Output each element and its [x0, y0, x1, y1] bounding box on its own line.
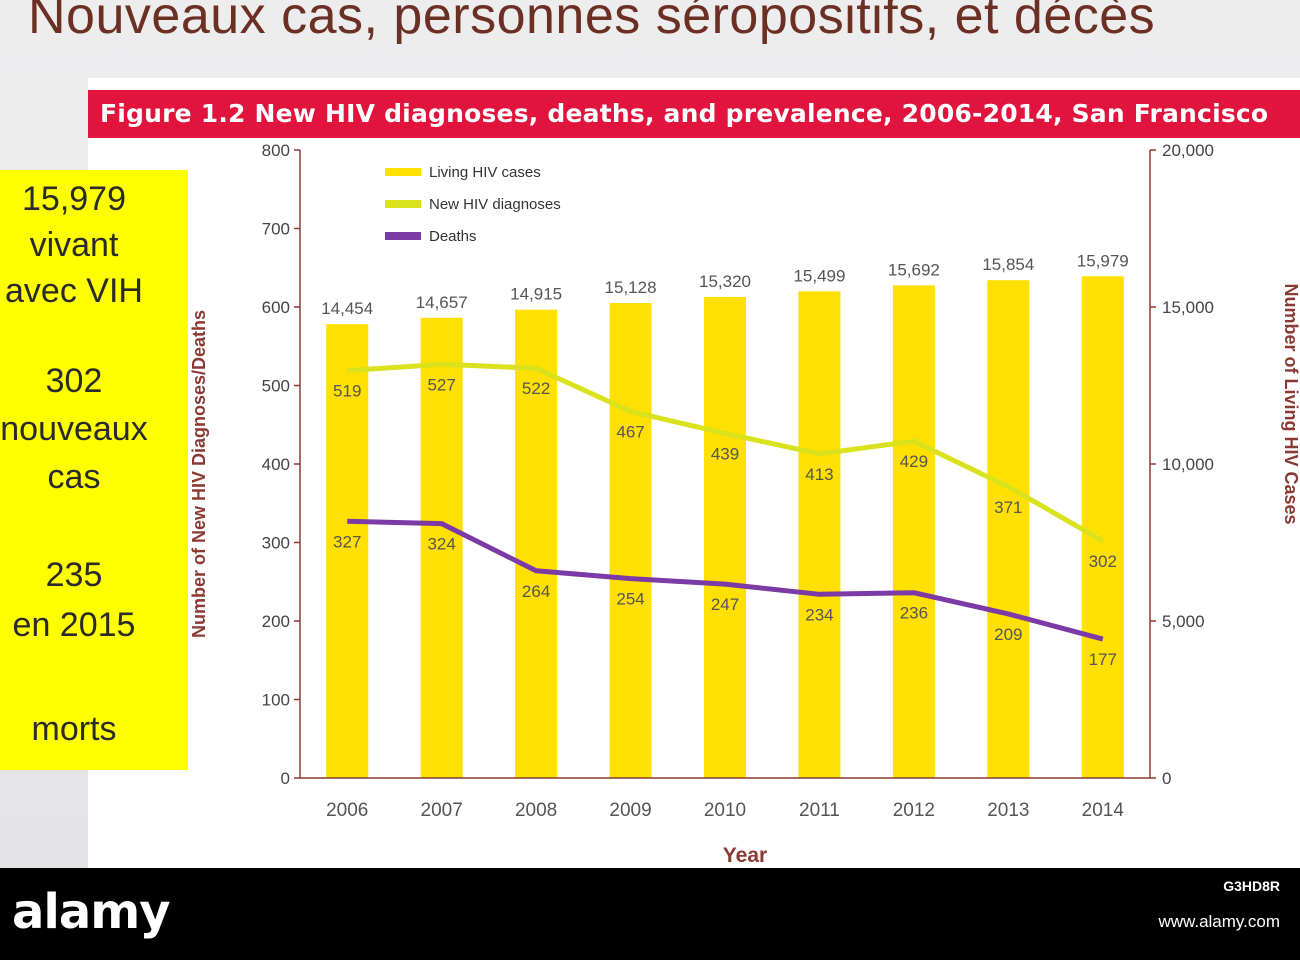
label-deaths: 236: [900, 604, 928, 623]
x-tick-label: 2008: [515, 800, 557, 821]
label-new-diagnoses: 527: [427, 375, 455, 394]
label-living: 14,454: [321, 299, 373, 318]
image-id: G3HD8R: [1223, 878, 1280, 894]
x-tick-label: 2012: [893, 800, 935, 821]
label-new-diagnoses: 439: [711, 444, 739, 463]
bar-living-2014: [1081, 276, 1124, 778]
summary-new-label-2: cas: [47, 458, 101, 496]
bar-living-2009: [609, 302, 652, 778]
y-tick-label-left: 600: [262, 298, 290, 317]
label-deaths: 234: [805, 605, 833, 624]
y-tick-label-left: 100: [262, 691, 290, 710]
legend-swatch-0: [385, 168, 421, 176]
legend-swatch-1: [385, 200, 421, 208]
summary-deaths-label: morts: [31, 710, 117, 748]
label-new-diagnoses: 302: [1089, 552, 1117, 571]
label-deaths: 209: [994, 625, 1022, 644]
line-deaths: [347, 518, 1104, 642]
bar-living-2013: [987, 280, 1030, 778]
summary-box: 15,979 vivant avec VIH 302 nouveaux cas …: [0, 170, 188, 770]
watermark-bar: alamy G3HD8R www.alamy.com: [0, 868, 1300, 960]
summary-living-count: 15,979: [22, 180, 126, 218]
bar-living-2006: [326, 324, 369, 778]
label-deaths: 327: [333, 532, 361, 551]
label-living: 15,979: [1077, 251, 1129, 270]
y-axis-title-right: Number of Living HIV Cases: [1281, 283, 1300, 524]
x-tick-label: 2006: [326, 800, 368, 821]
bar-living-2010: [704, 296, 746, 778]
legend-label-1: New HIV diagnoses: [429, 196, 561, 213]
label-deaths: 324: [427, 535, 455, 554]
y-tick-label-left: 700: [262, 220, 290, 239]
label-living: 15,128: [605, 278, 657, 297]
y-tick-label-left: 200: [262, 612, 290, 631]
summary-living-label-2: avec VIH: [5, 272, 143, 310]
summary-new-count: 302: [45, 362, 103, 400]
summary-living-label: vivant: [29, 226, 119, 264]
label-living: 15,854: [982, 255, 1034, 274]
summary-deaths-count: 235: [45, 556, 103, 594]
summary-deaths-year: en 2015: [12, 606, 136, 644]
legend-swatch-2: [385, 232, 421, 240]
figure-header: Figure 1.2 New HIV diagnoses, deaths, an…: [88, 90, 1300, 138]
watermark-logo: alamy: [12, 884, 171, 940]
bar-living-2007: [420, 317, 463, 778]
slide: Nouveaux cas, personnes séropositifs, et…: [0, 0, 1300, 868]
legend-label-2: Deaths: [429, 228, 477, 245]
label-living: 14,657: [416, 293, 468, 312]
label-new-diagnoses: 467: [616, 422, 644, 441]
label-deaths: 254: [616, 590, 644, 609]
label-living: 14,915: [510, 285, 562, 304]
label-new-diagnoses: 413: [805, 465, 833, 484]
image-url: www.alamy.com: [1158, 912, 1280, 931]
label-living: 15,692: [888, 260, 940, 279]
label-new-diagnoses: 519: [333, 382, 361, 401]
y-tick-label-left: 500: [262, 377, 290, 396]
y-tick-label-left: 800: [262, 141, 290, 160]
bar-living-2012: [892, 285, 935, 778]
x-tick-label: 2007: [421, 800, 463, 821]
x-tick-label: 2013: [987, 800, 1029, 821]
label-new-diagnoses: 371: [994, 498, 1022, 517]
y-tick-label-right: 10,000: [1162, 455, 1214, 474]
label-new-diagnoses: 429: [900, 452, 928, 471]
chart: 0 100 200 300 400 500 600 700 800 0 5,000 10,000 15,…: [189, 141, 1300, 867]
x-tick-label: 2009: [609, 800, 651, 821]
y-tick-label-right: 20,000: [1162, 141, 1214, 160]
figure-title: Figure 1.2 New HIV diagnoses, deaths, an…: [100, 99, 1269, 128]
y-tick-label-left: 0: [281, 769, 290, 788]
summary-new-label: nouveaux: [0, 410, 148, 448]
label-living: 15,320: [699, 272, 751, 291]
slide-title: Nouveaux cas, personnes séropositifs, et…: [28, 0, 1156, 45]
x-tick-label: 2010: [704, 800, 746, 821]
y-tick-label-left: 300: [262, 534, 290, 553]
label-deaths: 177: [1089, 650, 1117, 669]
label-deaths: 264: [522, 582, 550, 601]
y-tick-label-right: 5,000: [1162, 612, 1205, 631]
label-living: 15,499: [793, 266, 845, 285]
x-axis-title: Year: [723, 844, 767, 867]
legend-label-0: Living HIV cases: [429, 164, 541, 181]
y-tick-label-right: 0: [1162, 769, 1171, 788]
x-tick-label: 2011: [799, 800, 840, 821]
y-axis-title-left: Number of New HIV Diagnoses/Deaths: [189, 310, 209, 638]
line-new-diagnoses: [347, 361, 1105, 544]
y-tick-label-right: 15,000: [1162, 298, 1214, 317]
bar-living-2011: [798, 291, 841, 778]
x-tick-label: 2014: [1082, 800, 1125, 821]
label-deaths: 247: [711, 595, 739, 614]
label-new-diagnoses: 522: [522, 379, 550, 398]
bar-living-2008: [515, 309, 558, 778]
y-tick-label-left: 400: [262, 455, 290, 474]
